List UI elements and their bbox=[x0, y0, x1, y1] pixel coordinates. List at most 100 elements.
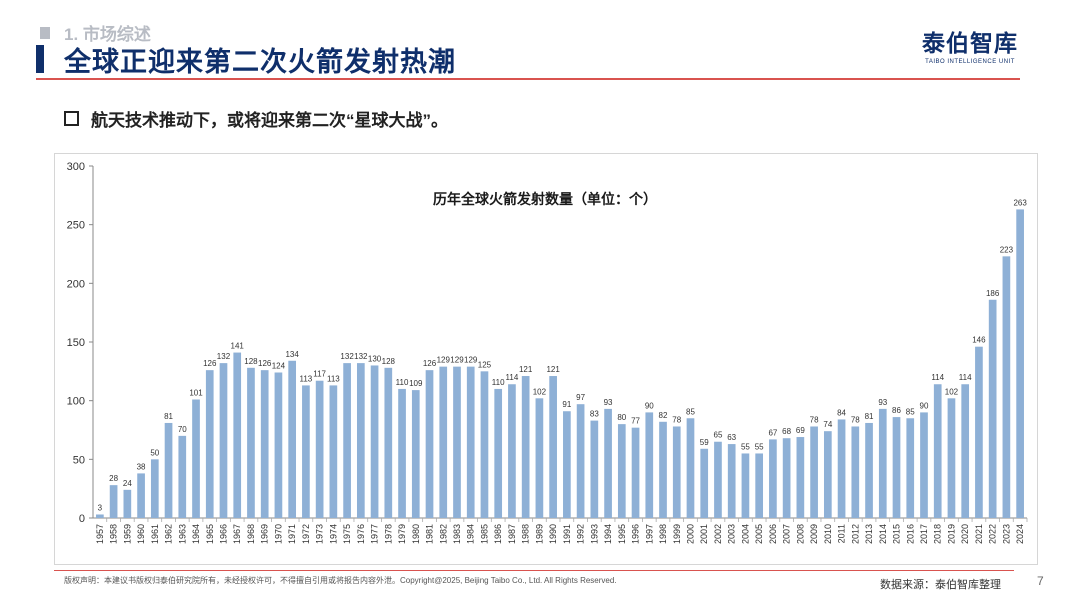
bar bbox=[700, 448, 709, 518]
bar bbox=[686, 418, 695, 518]
data-label: 117 bbox=[313, 370, 326, 379]
bar bbox=[411, 390, 420, 518]
bar bbox=[178, 435, 187, 518]
data-label: 102 bbox=[945, 387, 959, 396]
bar bbox=[164, 422, 173, 518]
y-tick-label: 250 bbox=[67, 220, 85, 232]
x-tick-label: 2009 bbox=[809, 524, 819, 544]
x-tick-label: 1987 bbox=[507, 524, 517, 544]
data-label: 114 bbox=[959, 373, 972, 382]
data-label: 134 bbox=[285, 350, 299, 359]
bullet-text: 航天技术推动下，或将迎来第二次“星球大战”。 bbox=[91, 111, 448, 130]
y-tick-label: 50 bbox=[73, 454, 85, 466]
x-tick-label: 1979 bbox=[397, 524, 407, 544]
x-tick-label: 1984 bbox=[466, 524, 476, 544]
x-tick-label: 2014 bbox=[878, 524, 888, 544]
x-tick-label: 2007 bbox=[782, 524, 792, 544]
x-tick-label: 1991 bbox=[562, 524, 572, 544]
x-tick-label: 2003 bbox=[727, 524, 737, 544]
page-title: 全球正迎来第二次火箭发射热潮 bbox=[64, 47, 456, 77]
bar-chart: 历年全球火箭发射数量（单位：个）050100150200250300319572… bbox=[67, 161, 1028, 544]
bar bbox=[150, 459, 159, 518]
y-tick-label: 150 bbox=[67, 337, 85, 349]
data-label: 3 bbox=[98, 503, 103, 512]
data-label: 38 bbox=[137, 462, 146, 471]
bar bbox=[343, 363, 351, 518]
data-label: 65 bbox=[714, 431, 723, 440]
bar bbox=[508, 384, 516, 518]
bar bbox=[672, 426, 681, 518]
x-tick-label: 2006 bbox=[768, 524, 778, 544]
x-tick-label: 1963 bbox=[177, 524, 187, 544]
bar bbox=[755, 453, 764, 518]
x-tick-label: 2023 bbox=[1001, 524, 1011, 544]
bar bbox=[302, 385, 310, 518]
bar bbox=[370, 365, 379, 518]
x-tick-label: 1968 bbox=[246, 524, 256, 544]
x-tick-label: 1996 bbox=[631, 524, 641, 544]
data-label: 125 bbox=[478, 360, 492, 369]
data-label: 90 bbox=[645, 401, 654, 410]
title-accent-bar bbox=[36, 45, 44, 73]
brand-subtitle: TAIBO INTELLIGENCE UNIT bbox=[925, 59, 1015, 65]
x-tick-label: 2017 bbox=[919, 524, 929, 544]
page-number: 7 bbox=[1037, 574, 1044, 588]
bar bbox=[137, 473, 145, 518]
bar bbox=[1016, 209, 1024, 518]
data-label: 59 bbox=[700, 438, 709, 447]
bar bbox=[439, 366, 448, 518]
bar bbox=[810, 426, 818, 518]
data-label: 129 bbox=[450, 356, 464, 365]
data-label: 80 bbox=[617, 413, 626, 422]
x-tick-label: 1962 bbox=[164, 524, 174, 544]
data-label: 78 bbox=[851, 415, 860, 424]
bar bbox=[109, 485, 118, 518]
data-label: 86 bbox=[892, 406, 901, 415]
data-label: 81 bbox=[164, 412, 173, 421]
data-source: 数据来源：泰伯智库整理 bbox=[880, 579, 1001, 591]
bar bbox=[247, 367, 255, 518]
chart-title: 历年全球火箭发射数量（单位：个） bbox=[433, 191, 657, 207]
data-label: 83 bbox=[590, 410, 599, 419]
x-tick-label: 1969 bbox=[260, 524, 270, 544]
data-label: 126 bbox=[203, 359, 217, 368]
bar bbox=[920, 412, 928, 518]
bar bbox=[988, 299, 997, 518]
bar bbox=[329, 385, 338, 518]
x-tick-label: 1990 bbox=[548, 524, 558, 544]
data-label: 130 bbox=[368, 354, 382, 363]
x-tick-label: 1967 bbox=[232, 524, 242, 544]
x-tick-label: 2012 bbox=[850, 524, 860, 544]
bar bbox=[727, 444, 736, 518]
bar bbox=[604, 408, 612, 518]
brand-name: 泰伯智库 bbox=[922, 30, 1018, 57]
bar bbox=[549, 376, 557, 518]
bar bbox=[192, 399, 200, 518]
bar bbox=[233, 352, 242, 518]
x-tick-label: 1970 bbox=[273, 524, 283, 544]
x-tick-label: 1992 bbox=[576, 524, 586, 544]
data-label: 186 bbox=[986, 289, 1000, 298]
bar bbox=[453, 366, 461, 518]
bar bbox=[576, 404, 585, 518]
data-label: 223 bbox=[1000, 245, 1014, 254]
y-tick-label: 0 bbox=[79, 513, 85, 525]
bar bbox=[878, 408, 887, 518]
bullet-point: 航天技术推动下，或将迎来第二次“星球大战”。 bbox=[64, 106, 448, 131]
bar bbox=[769, 439, 777, 518]
bar bbox=[384, 367, 393, 518]
data-label: 50 bbox=[150, 448, 159, 457]
data-label: 128 bbox=[244, 357, 258, 366]
data-label: 93 bbox=[878, 398, 887, 407]
footer-divider bbox=[54, 570, 1014, 571]
bar bbox=[398, 388, 406, 518]
x-tick-label: 1993 bbox=[589, 524, 599, 544]
data-label: 128 bbox=[382, 357, 396, 366]
x-tick-label: 1995 bbox=[617, 524, 627, 544]
data-label: 91 bbox=[562, 400, 571, 409]
data-label: 129 bbox=[464, 356, 478, 365]
data-label: 97 bbox=[576, 393, 585, 402]
data-label: 110 bbox=[396, 378, 409, 387]
data-label: 126 bbox=[423, 359, 437, 368]
x-tick-label: 2013 bbox=[864, 524, 874, 544]
